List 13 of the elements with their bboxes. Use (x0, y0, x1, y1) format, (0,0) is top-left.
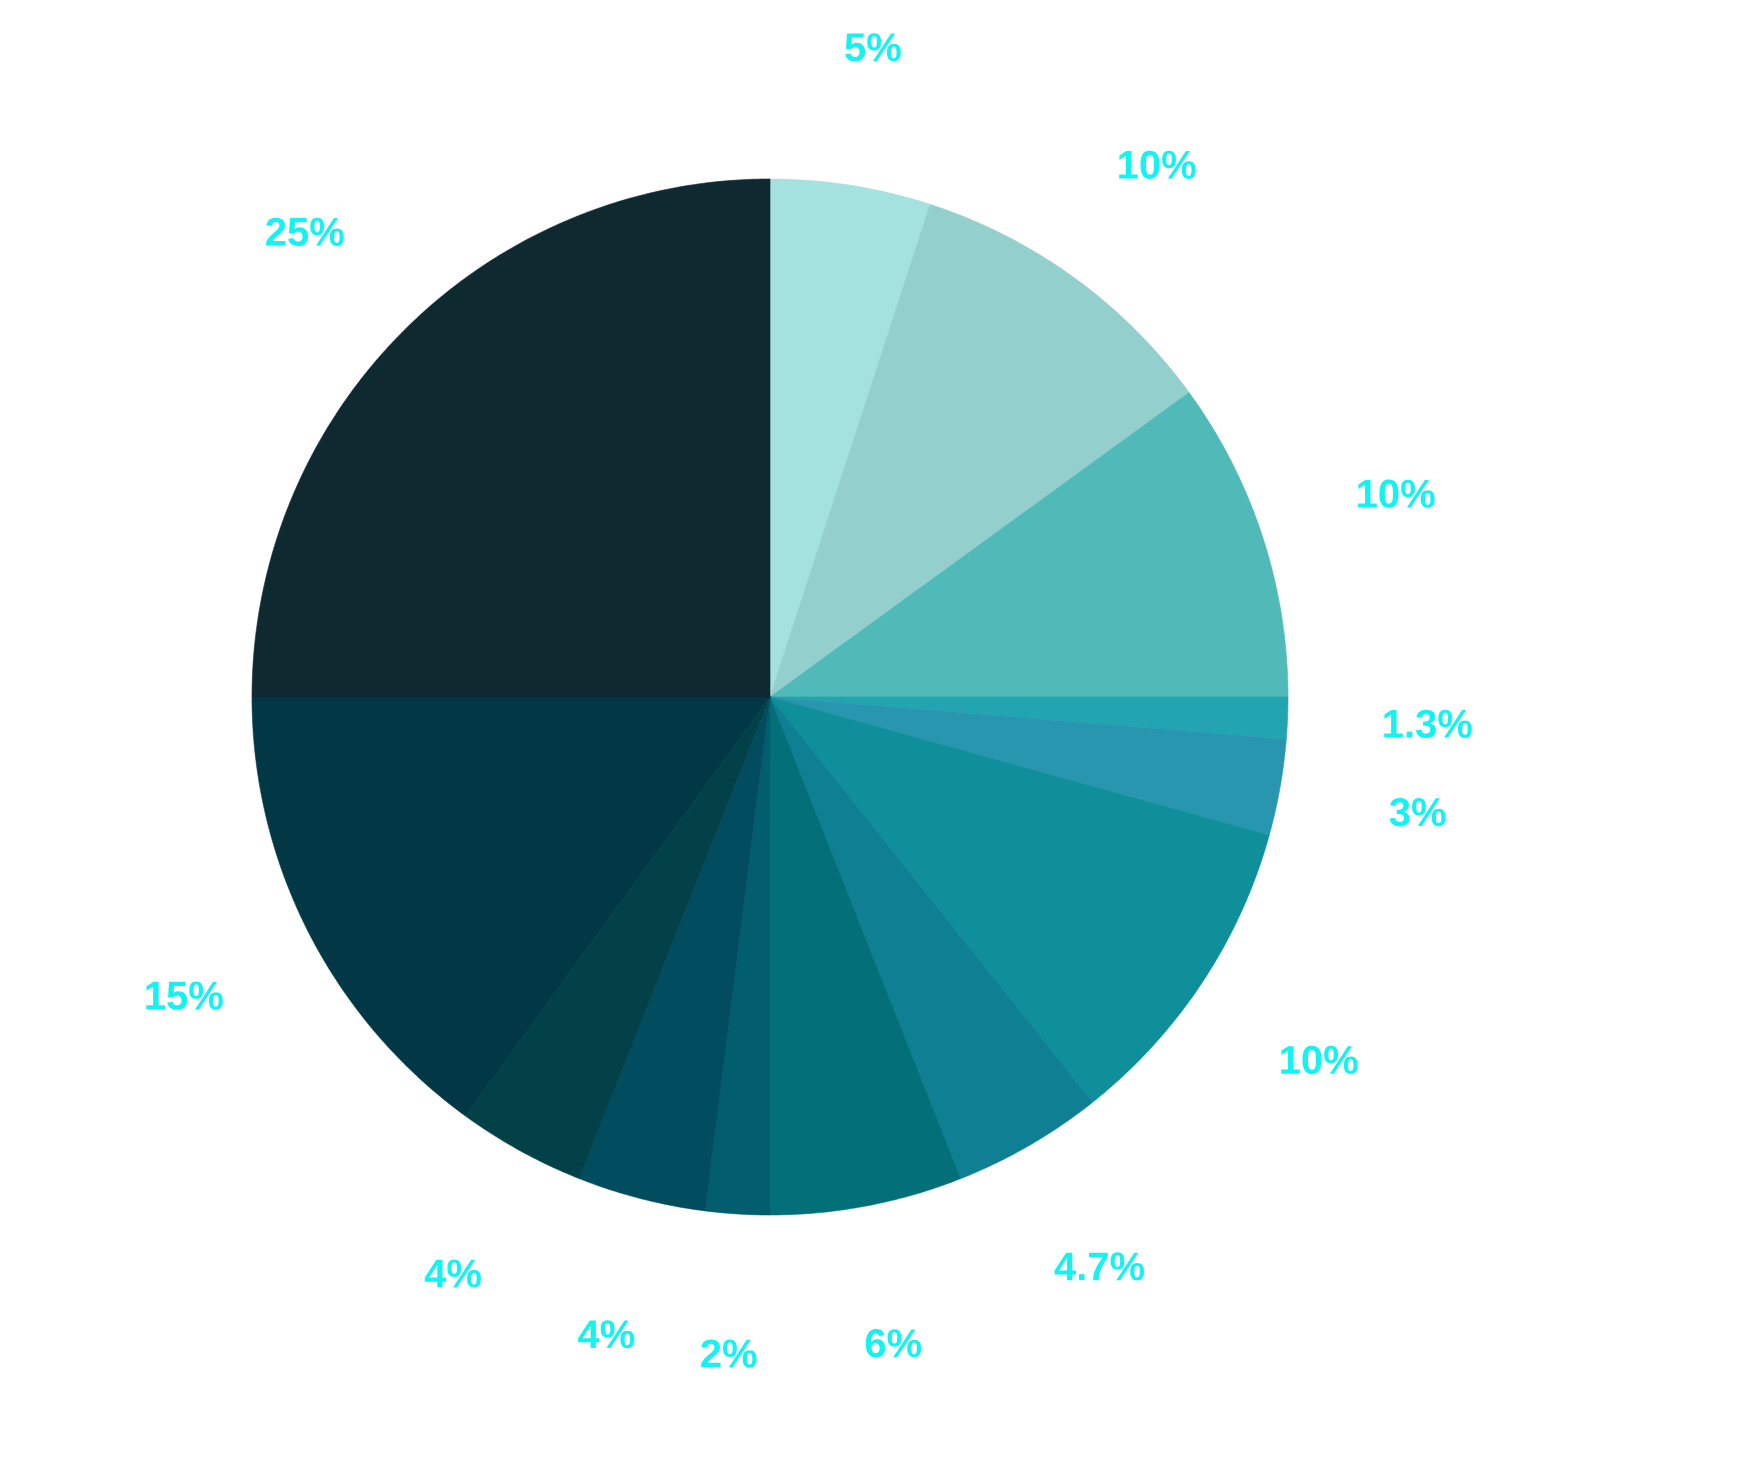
data-label: 6% (865, 1329, 922, 1358)
data-label: 10% (1358, 479, 1435, 508)
data-label: 4% (424, 1259, 481, 1288)
data-label: 10% (1281, 1045, 1358, 1075)
data-label: 4% (578, 1320, 635, 1349)
data-label: 15% (146, 981, 223, 1010)
data-label: 1.3% (1384, 709, 1472, 739)
data-label: 10% (1119, 150, 1196, 179)
data-label: 4.7% (1054, 1252, 1145, 1281)
data-label: 2% (701, 1339, 757, 1368)
data-label: 25% (266, 217, 344, 246)
data-label: 3% (1389, 797, 1446, 827)
data-label: 5% (845, 33, 901, 62)
